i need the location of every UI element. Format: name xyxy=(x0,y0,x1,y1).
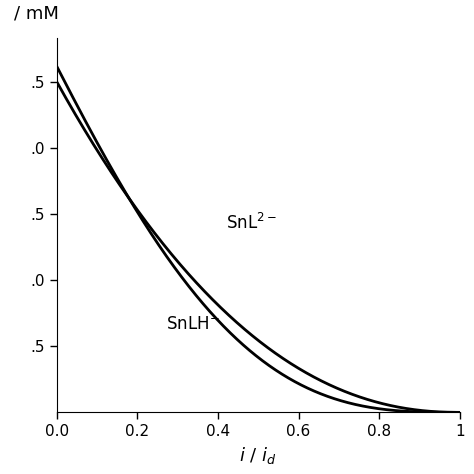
Y-axis label: / mM: / mM xyxy=(14,5,59,23)
Text: SnLH$^{-}$: SnLH$^{-}$ xyxy=(166,315,219,333)
X-axis label: $i\ /\ i_d$: $i\ /\ i_d$ xyxy=(239,445,277,466)
Text: SnL$^{2-}$: SnL$^{2-}$ xyxy=(226,213,277,233)
